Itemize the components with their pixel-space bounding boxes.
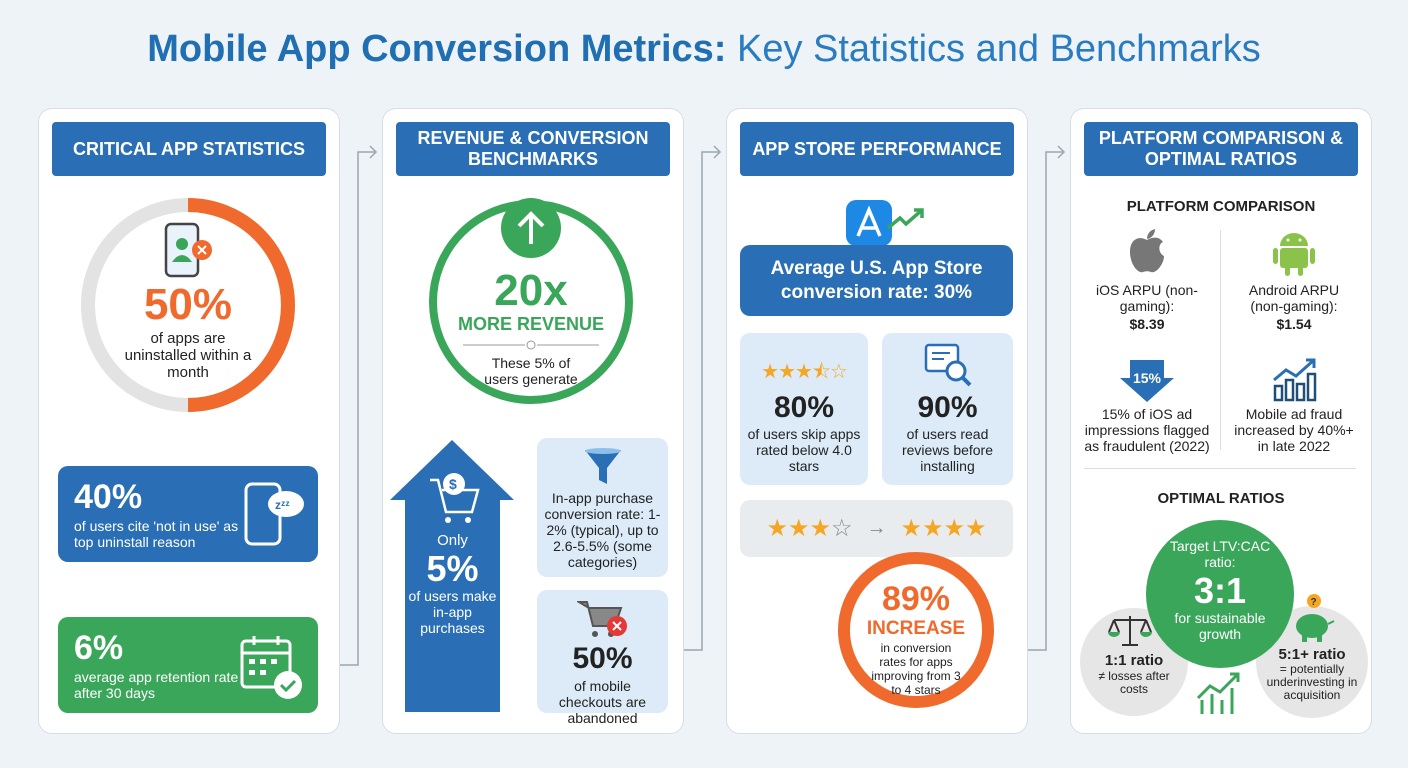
arrow-right-icon: → bbox=[866, 517, 887, 539]
four-stars-icon: ★★★★ bbox=[900, 515, 987, 542]
arrow-pre: Only bbox=[437, 532, 468, 549]
ratios-title: OPTIMAL RATIOS bbox=[1157, 490, 1285, 507]
star-rating-icon: ★★★⯪☆ bbox=[761, 361, 848, 383]
uninstall-text: of apps are uninstalled within a month bbox=[124, 330, 252, 381]
review-magnifier-icon bbox=[924, 343, 972, 387]
not-in-use-text: of users cite 'not in use' as top uninst… bbox=[74, 518, 239, 550]
purchase-value: 5% bbox=[426, 548, 479, 589]
android-icon bbox=[1273, 233, 1315, 276]
stars-improvement-row: ★★★☆ → ★★★★ bbox=[740, 500, 1013, 557]
skip-value: 80% bbox=[773, 391, 835, 424]
iap-conversion-card: In-app purchase conversion rate: 1-2% (t… bbox=[537, 438, 668, 577]
cart-x-icon bbox=[577, 601, 627, 637]
checkout-value: 50% bbox=[572, 642, 633, 675]
revenue-circle bbox=[429, 198, 633, 404]
android-fraud-text: Mobile ad fraud increased by 40%+ in lat… bbox=[1234, 406, 1354, 454]
retention-card: 6% average app retention rate after 30 d… bbox=[58, 617, 318, 713]
svg-text:zᶻᶻ: zᶻᶻ bbox=[275, 498, 290, 512]
low-ratio-text: ≠ losses after costs bbox=[1098, 669, 1170, 696]
panel4-header: PLATFORM COMPARISON & OPTIMAL RATIOS bbox=[1084, 122, 1358, 176]
checkout-text: of mobile checkouts are abandoned bbox=[558, 678, 647, 726]
low-ratio-value: 1:1 ratio bbox=[1104, 652, 1164, 669]
uninstall-donut bbox=[81, 198, 295, 412]
target-value: 3:1 bbox=[1193, 570, 1247, 611]
checkout-card: 50% of mobile checkouts are abandoned bbox=[537, 590, 668, 726]
svg-text:?: ? bbox=[1311, 597, 1317, 608]
panel3-header: APP STORE PERFORMANCE bbox=[740, 122, 1014, 176]
apple-icon bbox=[1130, 229, 1164, 273]
ios-label: iOS ARPU (non-gaming): bbox=[1096, 282, 1198, 314]
funnel-icon bbox=[585, 448, 621, 484]
bar-chart-growth-icon bbox=[1273, 358, 1317, 402]
three-stars-icon: ★★★☆ bbox=[766, 515, 853, 542]
high-ratio-text: = potentially underinvesting in acquisit… bbox=[1266, 662, 1358, 702]
skip-card: ★★★⯪☆ 80% of users skip apps rated below… bbox=[740, 333, 868, 485]
reviews-card: 90% of users read reviews before install… bbox=[882, 333, 1013, 485]
comparison-title: PLATFORM COMPARISON bbox=[1126, 198, 1316, 215]
increase-value: 89% bbox=[881, 580, 951, 618]
not-in-use-value: 40% bbox=[74, 478, 143, 516]
conversion-banner: Average U.S. App Store conversion rate: … bbox=[740, 245, 1013, 316]
uninstall-value: 50% bbox=[143, 280, 233, 329]
reviews-text: of users read reviews before installing bbox=[901, 426, 994, 474]
retention-value: 6% bbox=[74, 629, 124, 667]
section-divider bbox=[1084, 468, 1356, 469]
ios-fraud-text: 15% of iOS ad impressions flagged as fra… bbox=[1084, 406, 1210, 454]
android-value: $1.54 bbox=[1276, 316, 1312, 332]
increase-donut bbox=[838, 552, 994, 708]
revenue-text: These 5% of users generate bbox=[484, 355, 578, 387]
svg-text:$: $ bbox=[449, 476, 457, 492]
increase-label: INCREASE bbox=[866, 618, 966, 639]
app-store-growth-icon bbox=[846, 200, 924, 246]
target-ratio-circle bbox=[1146, 520, 1294, 668]
iap-conversion-text: In-app purchase conversion rate: 1-2% (t… bbox=[544, 490, 661, 570]
not-in-use-card: 40% of users cite 'not in use' as top un… bbox=[58, 466, 318, 562]
revenue-label: MORE REVENUE bbox=[457, 314, 605, 334]
down-arrow-badge bbox=[1120, 360, 1174, 402]
high-ratio-value: 5:1+ ratio bbox=[1278, 646, 1346, 663]
sleeping-phone-icon: zᶻᶻ bbox=[244, 482, 304, 546]
balance-scale-icon bbox=[1108, 616, 1152, 646]
panel2-header: REVENUE & CONVERSION BENCHMARKS bbox=[396, 122, 670, 176]
divider bbox=[1220, 230, 1221, 450]
target-post: for sustainable growth bbox=[1174, 610, 1266, 642]
purchase-text: of users make in-app purchases bbox=[408, 588, 497, 636]
page-title: Mobile App Conversion Metrics: Key Stati… bbox=[147, 28, 1261, 70]
purchase-up-arrow: $ bbox=[390, 440, 514, 712]
phone-user-x-icon bbox=[164, 222, 212, 278]
ios-value: $8.39 bbox=[1129, 316, 1165, 332]
retention-text: average app retention rate after 30 days bbox=[74, 669, 239, 701]
growth-bars-icon bbox=[1196, 672, 1240, 714]
reviews-value: 90% bbox=[917, 391, 978, 424]
revenue-multiplier: 20x bbox=[494, 266, 568, 315]
target-pre: Target LTV:CAC ratio: bbox=[1169, 538, 1271, 570]
calendar-check-icon bbox=[240, 636, 302, 699]
fraud-badge: 15% bbox=[1132, 370, 1162, 386]
piggy-bank-icon: ? bbox=[1296, 594, 1335, 642]
panel1-header: CRITICAL APP STATISTICS bbox=[52, 122, 326, 176]
increase-text: in conversion rates for apps improving f… bbox=[871, 641, 961, 697]
skip-text: of users skip apps rated below 4.0 stars bbox=[747, 426, 861, 474]
android-label: Android ARPU (non-gaming): bbox=[1248, 282, 1340, 314]
